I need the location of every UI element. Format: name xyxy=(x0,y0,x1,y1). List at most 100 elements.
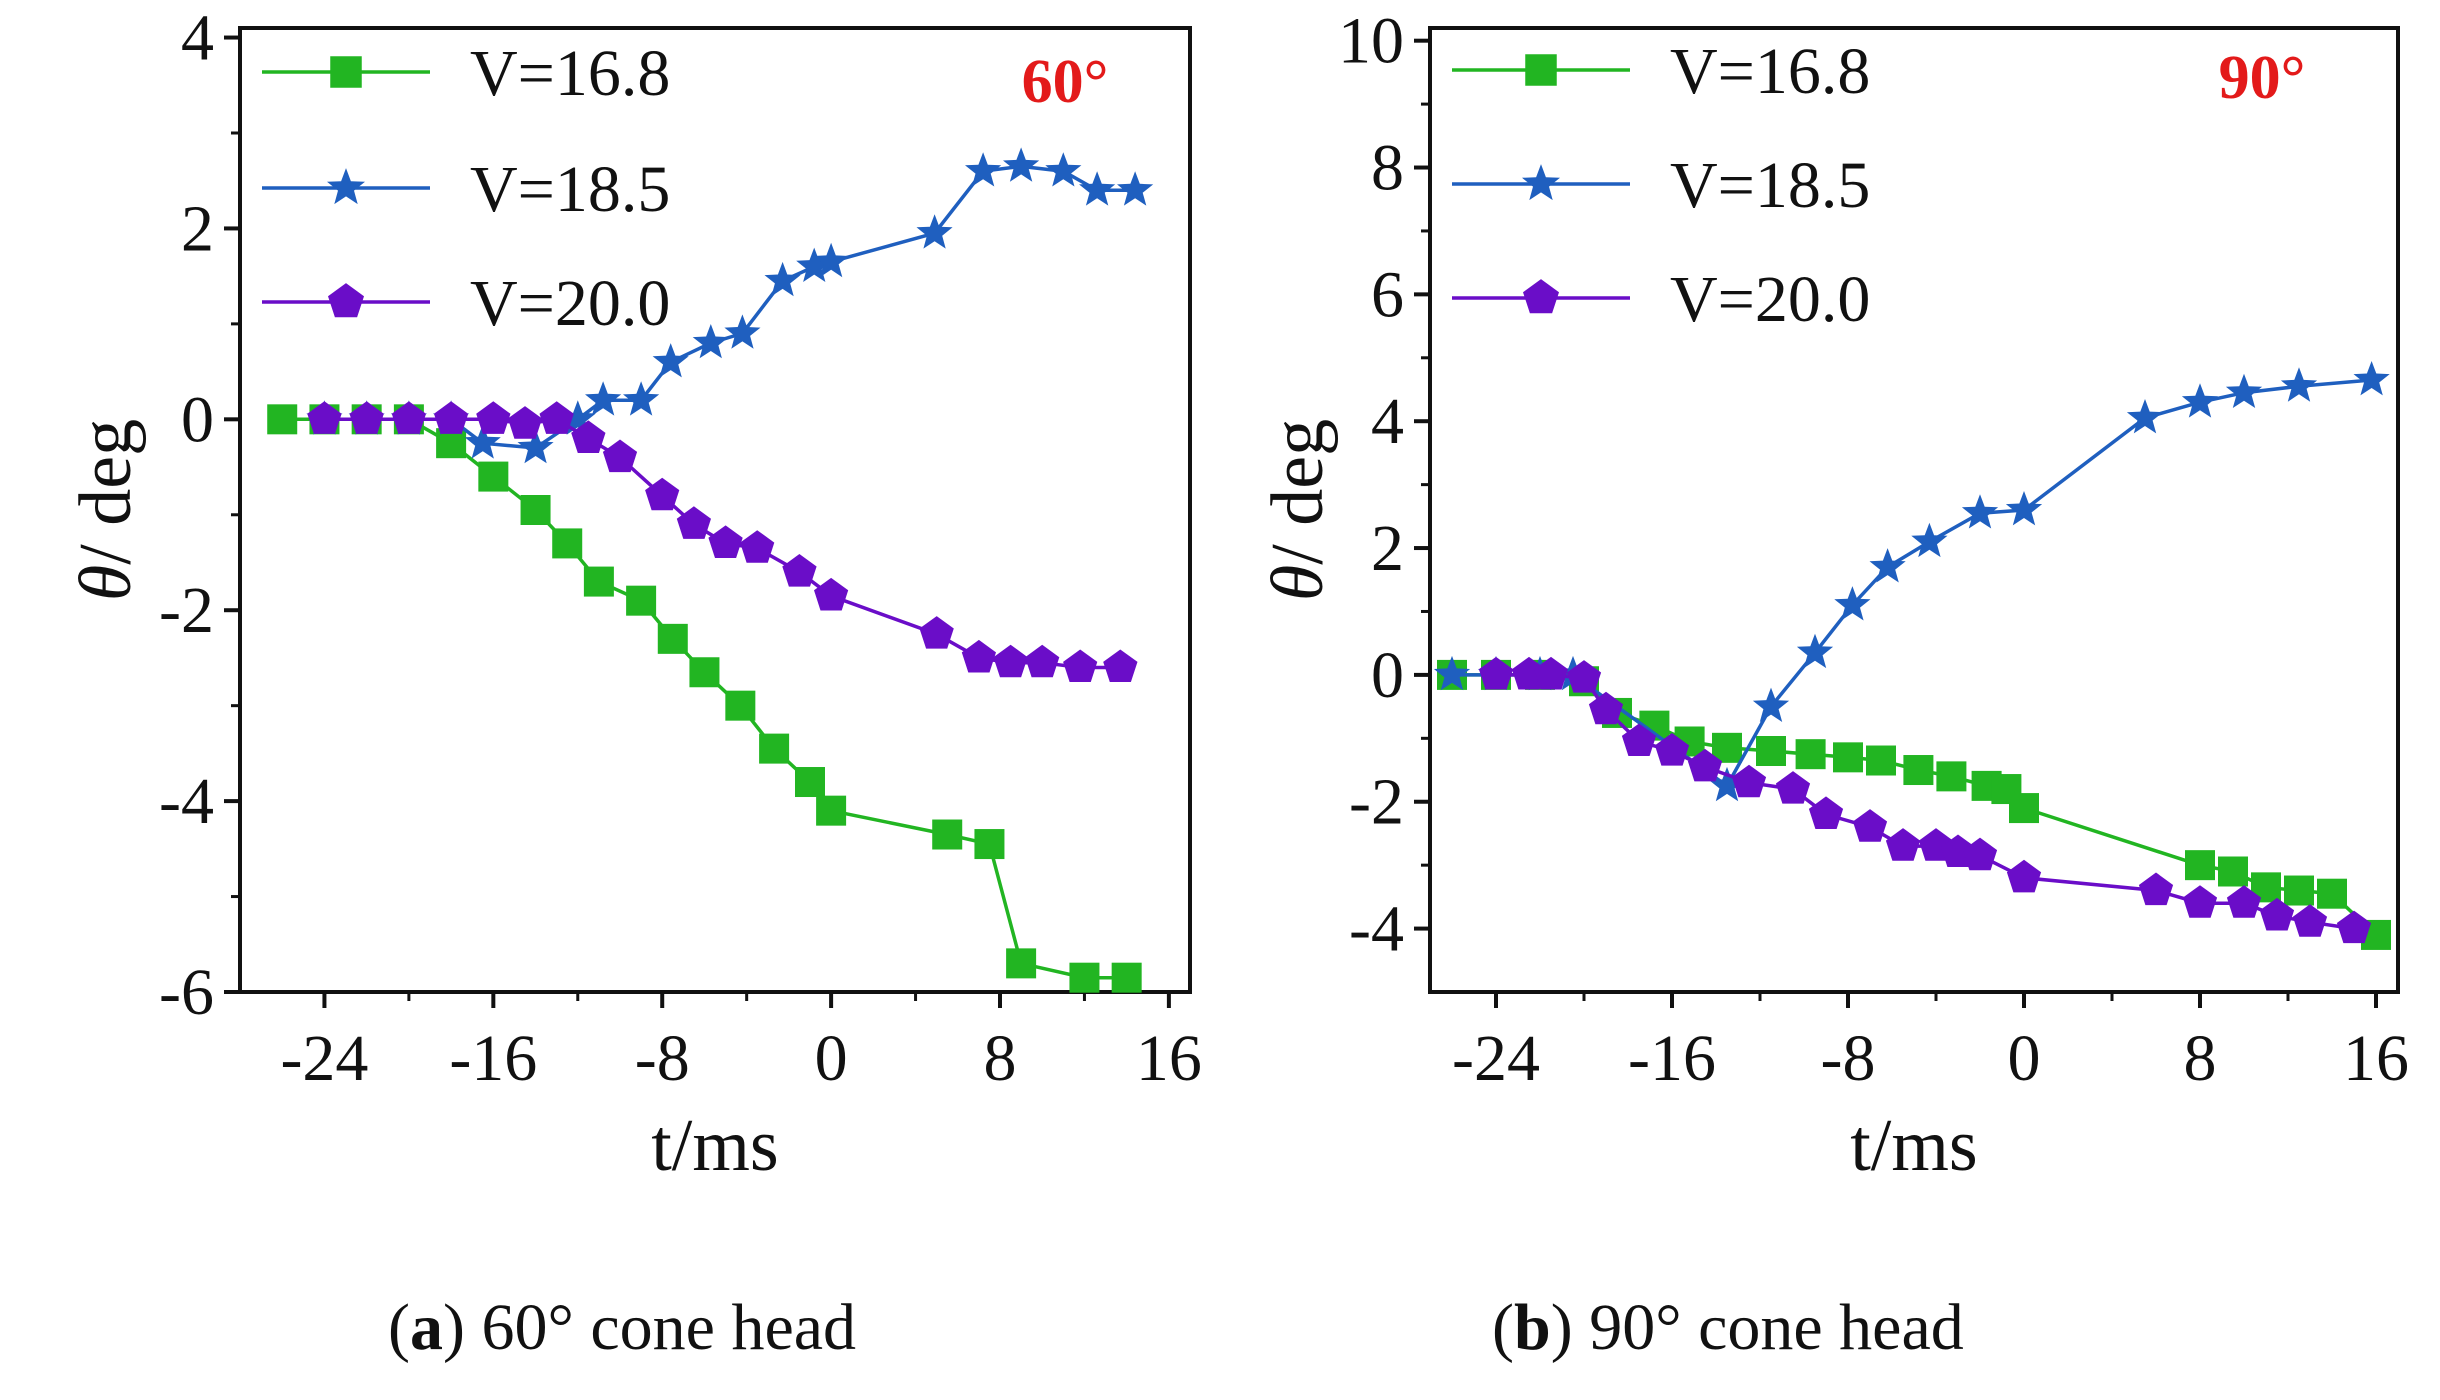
data-point-b-1 xyxy=(1834,586,1871,621)
data-point-a-0 xyxy=(478,461,509,492)
angle-label-b: 90° xyxy=(2219,44,2306,112)
data-point-b-2 xyxy=(1731,764,1767,798)
data-point-b-1 xyxy=(1911,522,1948,558)
x-tick-label-b: -8 xyxy=(1821,1022,1876,1095)
legend-marker-a-2 xyxy=(328,283,364,318)
legend-marker-b-1 xyxy=(1522,164,1560,201)
data-point-b-1 xyxy=(2280,367,2318,402)
data-point-b-2 xyxy=(1654,733,1690,766)
data-point-b-2 xyxy=(1566,660,1602,693)
data-point-a-0 xyxy=(626,585,657,616)
data-point-b-1 xyxy=(1796,633,1834,669)
data-point-a-0 xyxy=(816,795,847,826)
data-point-b-1 xyxy=(1752,687,1790,722)
data-point-b-0 xyxy=(1833,742,1863,773)
data-point-a-2 xyxy=(919,616,954,649)
data-point-b-0 xyxy=(1795,739,1826,770)
data-point-a-1 xyxy=(916,214,953,249)
data-point-a-0 xyxy=(725,690,756,721)
legend-marker-a-1 xyxy=(327,168,365,205)
data-point-a-2 xyxy=(507,406,543,439)
legend-marker-a-0 xyxy=(330,56,362,88)
angle-label-a: 60° xyxy=(1022,48,1109,116)
data-point-a-0 xyxy=(583,566,614,597)
data-point-a-2 xyxy=(676,506,711,539)
y-axis-symbol-a: θ xyxy=(65,565,147,601)
legend-label-a-1: V=18.5 xyxy=(470,153,670,226)
data-point-b-2 xyxy=(1621,723,1657,756)
data-point-b-0 xyxy=(1866,745,1896,776)
y-tick-label-a: 0 xyxy=(181,383,214,456)
data-point-b-2 xyxy=(2292,904,2328,937)
data-point-a-2 xyxy=(740,530,775,563)
data-point-a-2 xyxy=(349,401,384,434)
y-axis-title-b: θ/ deg xyxy=(1257,419,1339,601)
data-point-a-1 xyxy=(965,152,1002,187)
x-tick-label-b: 0 xyxy=(2008,1022,2041,1095)
legend-label-a-2: V=20.0 xyxy=(470,267,670,340)
plot-frame-a xyxy=(238,26,1192,994)
x-tick-label-b: 16 xyxy=(2343,1022,2409,1095)
data-point-a-1 xyxy=(623,381,660,416)
data-point-a-1 xyxy=(652,343,689,378)
plot-frame-b xyxy=(1428,26,2400,994)
chart-b: -24 -16 -8 0 8 16 -4 -2 0 2 4 6 8 10 t/ms θ/ deg 90° V=16… xyxy=(1257,5,2409,1187)
caption-a: (a) 60° cone head xyxy=(388,1291,857,1364)
x-tick-label-b: 8 xyxy=(2184,1022,2217,1095)
data-point-b-2 xyxy=(2182,885,2218,918)
data-point-b-1 xyxy=(2181,383,2219,418)
data-point-b-1 xyxy=(1961,494,1999,529)
chart-a: -24 -16 -8 0 8 16 -6 -4 -2 0 2 4 t/ms θ/ deg 60° V=16.8… xyxy=(65,2,1202,1187)
caption-b-letter: b xyxy=(1513,1291,1551,1364)
x-tick-label-b: -16 xyxy=(1628,1022,1716,1095)
data-point-b-2 xyxy=(1775,771,1811,804)
legend-label-b-2: V=20.0 xyxy=(1670,263,1870,336)
caption-a-letter: a xyxy=(409,1291,443,1364)
data-point-b-1 xyxy=(2005,491,2043,526)
data-point-b-0 xyxy=(2284,875,2314,906)
x-tick-label-a: 8 xyxy=(984,1022,1017,1095)
data-point-a-1 xyxy=(692,324,729,359)
data-point-b-2 xyxy=(1687,748,1723,782)
data-point-b-0 xyxy=(2185,850,2215,881)
data-point-a-1 xyxy=(559,400,596,435)
data-point-b-0 xyxy=(2317,878,2347,909)
data-point-b-0 xyxy=(1936,761,1967,792)
data-point-a-2 xyxy=(645,477,680,511)
data-point-b-2 xyxy=(2259,897,2295,931)
data-point-a-1 xyxy=(764,261,801,297)
data-point-b-0 xyxy=(2009,793,2039,824)
data-point-a-1 xyxy=(724,314,761,349)
data-point-b-1 xyxy=(1708,766,1746,802)
data-point-a-2 xyxy=(602,439,638,473)
data-point-b-0 xyxy=(2218,856,2248,887)
data-point-a-1 xyxy=(1045,152,1082,187)
data-point-a-0 xyxy=(520,495,551,525)
data-point-a-2 xyxy=(391,401,426,434)
y-axis-unit-b: / deg xyxy=(1257,419,1339,565)
data-point-a-1 xyxy=(1117,171,1154,206)
data-point-b-2 xyxy=(1962,837,1998,871)
data-point-a-1 xyxy=(517,429,554,464)
legend-label-b-0: V=16.8 xyxy=(1670,35,1870,108)
y-tick-label-a: 2 xyxy=(181,192,214,265)
y-tick-label-a: 4 xyxy=(181,2,214,75)
y-tick-label-b: 4 xyxy=(1371,385,1404,458)
series-a-1 xyxy=(306,147,1154,464)
caption-b: (b) 90° cone head xyxy=(1492,1291,1964,1364)
data-point-b-0 xyxy=(1903,755,1934,786)
x-tick-label-a: -24 xyxy=(280,1022,368,1095)
data-point-a-2 xyxy=(708,525,743,558)
y-tick-label-a: -4 xyxy=(159,765,214,838)
y-tick-label-b: 6 xyxy=(1371,258,1404,331)
data-point-a-1 xyxy=(1003,147,1040,182)
legend-label-b-1: V=18.5 xyxy=(1670,149,1870,222)
y-tick-label-b: 10 xyxy=(1338,5,1404,78)
y-tick-label-b: 8 xyxy=(1371,132,1404,205)
data-point-a-1 xyxy=(464,424,501,459)
data-point-b-2 xyxy=(2138,872,2174,906)
data-point-b-2 xyxy=(1588,691,1624,725)
data-point-a-2 xyxy=(1025,644,1060,678)
data-point-a-2 xyxy=(993,644,1028,678)
x-tick-label-a: -8 xyxy=(635,1022,690,1095)
